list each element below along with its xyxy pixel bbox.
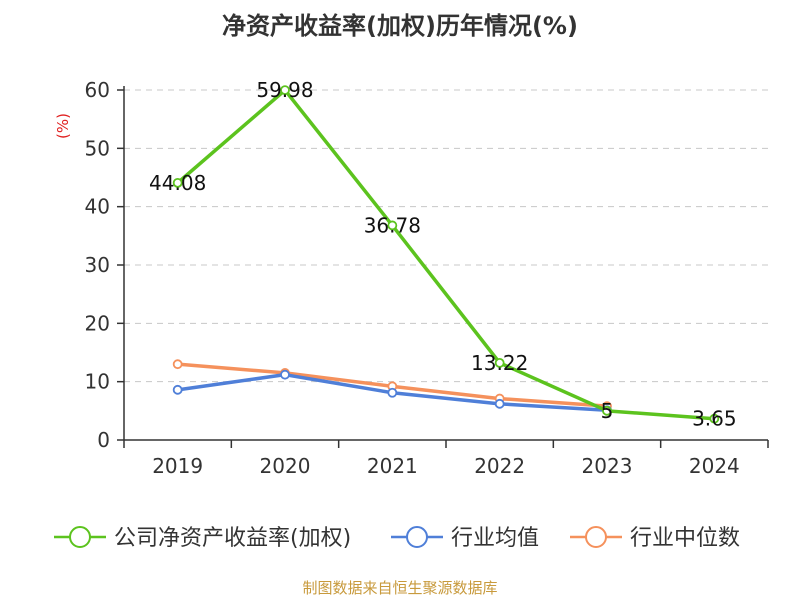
x-tick-label-2021: 2021 [367, 454, 418, 478]
axes: 0 10 20 30 40 50 60 2019 2020 2021 2022 2023 2024 [85, 78, 769, 478]
source-note: 制图数据来自恒生聚源数据库 [302, 579, 497, 597]
y-tick-label-20: 20 [85, 311, 110, 335]
legend-label-0: 公司净资产收益率(加权) [114, 526, 351, 551]
data-label-2021: 36.78 [364, 213, 421, 237]
legend-marker-0 [69, 526, 91, 548]
x-tick-label-2023: 2023 [582, 454, 633, 478]
x-tick-label-2020: 2020 [260, 454, 311, 478]
legend-label-1: 行业均值 [451, 526, 539, 551]
legend-label-2: 行业中位数 [630, 526, 740, 551]
legend-marker-2 [585, 526, 607, 548]
data-label-2024: 3.65 [692, 407, 737, 431]
point-s1-2022 [494, 398, 505, 409]
y-axis-label: (%) [54, 113, 72, 139]
legend-item-1[interactable]: 行业均值 [391, 526, 539, 551]
legend-item-0[interactable]: 公司净资产收益率(加权) [54, 526, 351, 551]
data-label-2019: 44.08 [149, 171, 206, 195]
legend-marker-1 [406, 526, 428, 548]
data-label-2020: 59.98 [256, 78, 313, 102]
y-tick-label-10: 10 [85, 370, 110, 394]
series-line-0 [175, 88, 717, 421]
y-tick-label-50: 50 [85, 136, 110, 160]
y-tick-label-30: 30 [85, 253, 110, 277]
chart-title: 净资产收益率(加权)历年情况(%) [222, 12, 578, 40]
data-label-2023: 5 [601, 399, 614, 423]
legend-item-2[interactable]: 行业中位数 [570, 526, 740, 551]
point-s0-2022 [494, 357, 505, 368]
gridlines [124, 89, 768, 383]
point-s0-2021 [387, 220, 398, 231]
point-s0-2023 [602, 405, 612, 416]
y-tick-label-60: 60 [85, 78, 110, 102]
point-s0-2019 [172, 177, 183, 188]
x-tick-label-2019: 2019 [152, 454, 203, 478]
data-label-2022: 13.22 [471, 351, 528, 375]
legend[interactable]: 公司净资产收益率(加权) 行业均值 行业中位数 [54, 526, 740, 551]
series-layer [172, 85, 720, 424]
point-s2-2019 [172, 359, 183, 370]
x-tick-label-2024: 2024 [689, 454, 740, 478]
y-tick-label-40: 40 [85, 195, 110, 219]
data-labels: 44.08 59.98 36.78 13.22 5 3.65 [149, 78, 737, 431]
point-s0-2024 [709, 413, 720, 424]
point-s1-2020 [280, 369, 290, 380]
point-s1-2019 [172, 384, 183, 395]
point-s1-2021 [387, 387, 398, 398]
point-s0-2020 [280, 85, 290, 96]
y-tick-label-0: 0 [97, 428, 110, 452]
x-tick-label-2022: 2022 [474, 454, 525, 478]
